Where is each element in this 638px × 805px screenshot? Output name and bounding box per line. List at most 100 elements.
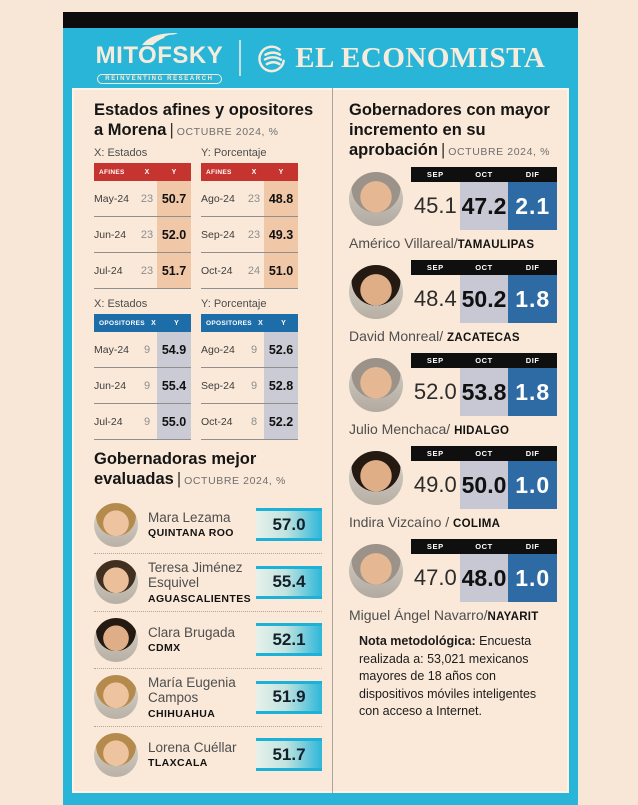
mitofsky-wordmark: MITOFSKY <box>95 42 224 69</box>
estados-title-text: Estados afines y opositores a Morena <box>94 101 314 140</box>
mitofsky-swoosh-icon <box>142 33 180 45</box>
table-row: May-24 9 54.9 <box>94 332 191 369</box>
note-text: Encuesta realizada a: 53,021 mexicanos m… <box>359 634 537 719</box>
governor-row: SEP OCT DIF 48.4 50.2 1.8 David Monreal/ <box>349 260 558 345</box>
avatar <box>94 675 138 720</box>
governor-state: CDMX <box>148 642 181 655</box>
sep-oct-dif-table: SEP OCT DIF 45.1 47.2 2.1 <box>411 167 558 231</box>
afines-table-header: AFINES X Y <box>201 163 298 182</box>
title-pipe: | <box>169 121 174 140</box>
table-row: Sep-24 9 52.8 <box>201 368 298 405</box>
governor-state: ZACATECAS <box>447 332 520 345</box>
list-item: Teresa Jiménez Esquivel AGUASCALIENTES 5… <box>94 554 322 612</box>
avatar <box>349 171 403 226</box>
gobernadores-subtitle: OCTUBRE 2024, % <box>448 146 551 159</box>
table-header: SEP OCT DIF <box>411 539 557 555</box>
governor-name: Teresa Jiménez Esquivel <box>148 559 243 591</box>
list-item: Mara Lezama QUINTANA ROO 57.0 <box>94 497 322 554</box>
governor-state: TAMAULIPAS <box>457 239 535 252</box>
table-row: Jul-24 23 51.7 <box>94 253 191 290</box>
title-pipe: | <box>440 141 446 160</box>
masthead: MITOFSKY REINVENTING RESEARCH EL ECONOMI… <box>63 28 578 88</box>
approval-value: 55.4 <box>256 565 322 599</box>
gobernadoras-subtitle: OCTUBRE 2024, % <box>184 475 286 488</box>
gobernadoras-section-title: Gobernadoras mejor evaluadas | OCTUBRE 202… <box>94 449 322 489</box>
table-row: Jun-24 9 55.4 <box>94 368 191 405</box>
infographic-card: MITOFSKY REINVENTING RESEARCH EL ECONOMI… <box>63 12 578 805</box>
content-area: Estados afines y opositores a Morena | OCT… <box>72 88 569 793</box>
governor-name: Julio Menchaca/ <box>349 421 455 438</box>
sep-oct-dif-table: SEP OCT DIF 49.0 50.0 1.0 <box>411 446 558 510</box>
governor-row: SEP OCT DIF 45.1 47.2 2.1 Américo Villar… <box>349 167 558 252</box>
sep-value: 52.0 <box>413 379 457 405</box>
sep-oct-dif-table: SEP OCT DIF 48.4 50.2 1.8 <box>411 260 558 324</box>
right-column: Gobernadores con mayor incremento en su … <box>332 88 569 793</box>
opositores-tables: OPOSITORES X Y May-24 9 54.9 Jun-24 9 <box>94 314 322 441</box>
gobernadores-title-text: Gobernadores con mayor incremento en su … <box>349 101 550 160</box>
top-black-strip <box>63 12 578 28</box>
dif-value: 2.1 <box>508 182 558 231</box>
table-row: Jul-24 9 55.0 <box>94 404 191 441</box>
mitofsky-tagline: REINVENTING RESEARCH <box>97 74 222 84</box>
oct-value: 50.2 <box>459 275 509 324</box>
axis-labels-afines: X: Estados Y: Porcentaje <box>94 147 322 159</box>
opositores-table-header: OPOSITORES X Y <box>94 314 191 333</box>
sep-value: 45.1 <box>413 193 457 219</box>
oct-value: 48.0 <box>459 554 509 603</box>
economista-wordmark: EL ECONOMISTA <box>295 41 546 74</box>
economista-globe-icon <box>258 45 286 73</box>
approval-value: 52.1 <box>256 623 322 657</box>
note-label: Nota metodológica: <box>359 634 476 649</box>
table-row: Oct-24 8 52.2 <box>201 404 298 441</box>
gobernadoras-title-text: Gobernadoras mejor evaluadas <box>94 450 257 489</box>
governor-state: QUINTANA ROO <box>148 527 234 540</box>
opositores-table-1: OPOSITORES X Y May-24 9 54.9 Jun-24 9 <box>94 314 191 441</box>
table-row: May-24 23 50.7 <box>94 181 191 218</box>
avatar <box>349 357 403 412</box>
governor-name: Lorena Cuéllar <box>148 739 237 755</box>
sep-value: 48.4 <box>413 286 457 312</box>
governor-name: Indira Vizcaíno / <box>349 514 454 531</box>
sep-value: 49.0 <box>413 472 457 498</box>
avatar <box>349 543 403 598</box>
opositores-table-2: OPOSITORES X Y Ago-24 9 52.6 Sep-24 9 <box>201 314 298 441</box>
economista-logo: EL ECONOMISTA <box>257 42 545 75</box>
dif-value: 1.0 <box>508 461 558 510</box>
afines-table-1: AFINES X Y May-24 23 50.7 Jun-24 23 <box>94 163 191 290</box>
oct-value: 47.2 <box>459 182 509 231</box>
table-row: Jun-24 23 52.0 <box>94 217 191 254</box>
avatar <box>94 617 138 662</box>
governor-row: SEP OCT DIF 47.0 48.0 1.0 Miguel Ángel N… <box>349 539 558 624</box>
table-header: SEP OCT DIF <box>411 353 557 369</box>
dif-value: 1.8 <box>508 368 558 417</box>
x-axis-label: X: Estados <box>94 147 148 160</box>
governor-name: Clara Brugada <box>148 624 236 640</box>
y-axis-label: Y: Porcentaje <box>201 298 267 311</box>
governor-name: Miguel Ángel Navarro/ <box>349 607 488 624</box>
afines-table-header: AFINES X Y <box>94 163 191 182</box>
list-item: María Eugenia Campos CHIHUAHUA 51.9 <box>94 669 322 727</box>
table-row: Ago-24 9 52.6 <box>201 332 298 369</box>
table-row: Sep-24 23 49.3 <box>201 217 298 254</box>
estados-section-title: Estados afines y opositores a Morena | OCT… <box>94 100 322 140</box>
mitofsky-logo: MITOFSKY REINVENTING RESEARCH <box>96 32 224 84</box>
title-pipe: | <box>176 470 182 489</box>
sep-oct-dif-table: SEP OCT DIF 52.0 53.8 1.8 <box>411 353 558 417</box>
left-column: Estados afines y opositores a Morena | OCT… <box>72 88 332 793</box>
table-header: SEP OCT DIF <box>411 167 557 183</box>
afines-table-2: AFINES X Y Ago-24 23 48.8 Sep-24 23 <box>201 163 298 290</box>
axis-labels-opositores: X: Estados Y: Porcentaje <box>94 298 322 310</box>
approval-value: 57.0 <box>256 508 322 541</box>
governor-row: SEP OCT DIF 52.0 53.8 1.8 Julio Menchaca… <box>349 353 558 438</box>
governor-state: HIDALGO <box>454 425 510 438</box>
methodology-note: Nota metodológica: Encuesta realizada a:… <box>349 633 557 721</box>
table-row: Ago-24 23 48.8 <box>201 181 298 218</box>
governor-name: Mara Lezama <box>148 509 231 525</box>
estados-subtitle: OCTUBRE 2024, % <box>176 126 279 139</box>
governor-state: NAYARIT <box>487 611 539 624</box>
approval-value: 51.9 <box>256 680 322 714</box>
avatar <box>349 264 403 319</box>
governor-state: TLAXCALA <box>148 757 208 770</box>
masthead-divider <box>239 40 242 76</box>
avatar <box>94 732 138 777</box>
